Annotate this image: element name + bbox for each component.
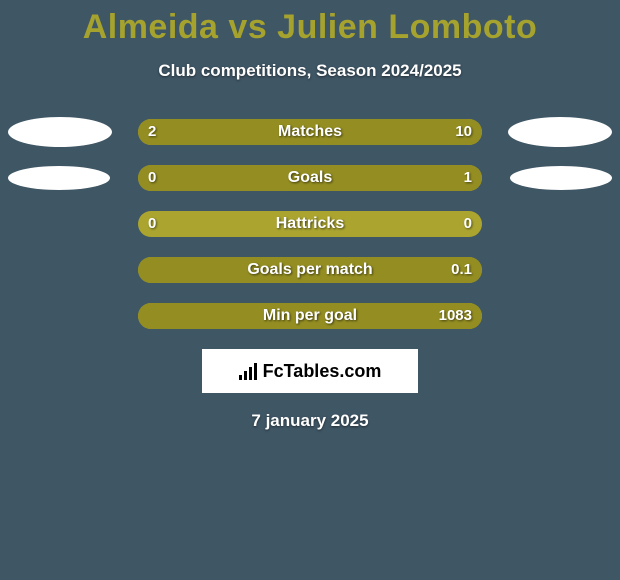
metric-row: 00Hattricks — [0, 211, 620, 237]
brand-text: FcTables.com — [263, 361, 382, 382]
metric-bar-track — [138, 211, 482, 237]
metric-bar-right — [138, 303, 482, 329]
metric-bar-track — [138, 165, 482, 191]
page-title: Almeida vs Julien Lomboto — [0, 8, 620, 47]
subtitle: Club competitions, Season 2024/2025 — [0, 61, 620, 81]
player-avatar-left — [8, 117, 112, 147]
brand-badge: FcTables.com — [202, 349, 418, 393]
metric-bar-right — [138, 257, 482, 283]
metric-value-left: 0 — [148, 165, 156, 191]
metric-value-left: 2 — [148, 119, 156, 145]
metric-value-right: 1 — [464, 165, 472, 191]
metric-bar-track — [138, 303, 482, 329]
metric-bar-track — [138, 257, 482, 283]
metric-rows: 210Matches01Goals00Hattricks0.1Goals per… — [0, 119, 620, 329]
comparison-card: Almeida vs Julien Lomboto Club competiti… — [0, 0, 620, 580]
metric-bar-right — [138, 165, 482, 191]
metric-bar-left — [138, 119, 195, 145]
metric-row: 01Goals — [0, 165, 620, 191]
metric-row: 210Matches — [0, 119, 620, 145]
metric-value-right: 10 — [455, 119, 472, 145]
metric-row: 1083Min per goal — [0, 303, 620, 329]
player-avatar-left — [8, 166, 110, 190]
bar-chart-icon — [239, 362, 257, 380]
player-avatar-right — [510, 166, 612, 190]
metric-value-right: 0.1 — [451, 257, 472, 283]
metric-bar-right — [195, 119, 482, 145]
player-avatar-right — [508, 117, 612, 147]
metric-value-right: 0 — [464, 211, 472, 237]
metric-value-right: 1083 — [439, 303, 472, 329]
metric-value-left: 0 — [148, 211, 156, 237]
metric-bar-track — [138, 119, 482, 145]
metric-row: 0.1Goals per match — [0, 257, 620, 283]
date-label: 7 january 2025 — [0, 411, 620, 431]
